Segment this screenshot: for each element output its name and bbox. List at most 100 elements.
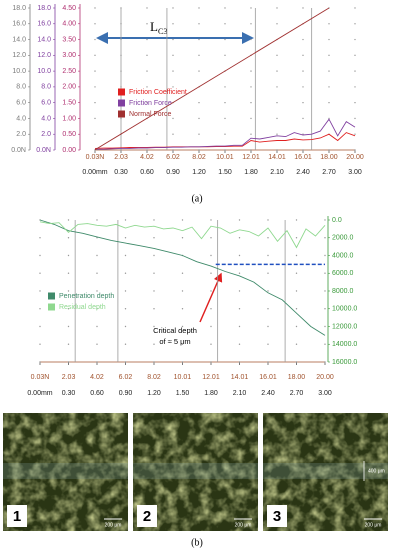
grid-dot	[354, 38, 356, 41]
grid-dot	[67, 237, 70, 239]
x-tick-label: 2.10	[270, 169, 284, 176]
x2-tick-label: 14.01	[268, 154, 286, 161]
legend-label: Penetration depth	[59, 293, 114, 300]
grid-dot	[67, 272, 70, 274]
grid-dot	[172, 54, 174, 57]
y2-tick-label: 18.0	[37, 5, 51, 12]
grid-dot	[238, 290, 241, 292]
x-tick-label: 1.80	[244, 169, 258, 176]
grid-dot	[96, 272, 98, 274]
grid-dot	[324, 325, 326, 328]
x-tick-label: 0.60	[90, 390, 104, 397]
grid-dot	[146, 70, 148, 72]
grid-dot	[153, 237, 155, 239]
series-line	[94, 7, 330, 151]
annotation-line: of ≈ 5 μm	[159, 337, 190, 346]
x-tick-label: 2.40	[261, 390, 275, 397]
x2-tick-label: 18.00	[288, 374, 306, 381]
grid-dot	[198, 101, 200, 104]
annotation-l: L	[150, 19, 158, 34]
x2-tick-label: 6.02	[119, 374, 133, 381]
grid-dot	[181, 361, 184, 363]
legend-swatch	[48, 303, 55, 311]
x2-tick-label: 8.02	[147, 374, 161, 381]
grid-dot	[94, 7, 96, 9]
grid-dot	[354, 149, 356, 151]
grid-dot	[153, 290, 155, 292]
grid-dot	[210, 308, 212, 310]
x-tick-label: 1.20	[147, 390, 161, 397]
grid-dot	[124, 325, 127, 328]
x-tick-label: 3.00	[318, 390, 332, 397]
grid-dot	[146, 149, 148, 151]
x-tick-label: 0.30	[114, 169, 128, 176]
grid-dot	[328, 54, 330, 57]
y-tick-label: 2.0	[16, 131, 26, 138]
y-tick-label: 10000.0	[332, 306, 357, 313]
grid-dot	[324, 361, 326, 363]
x2-tick-label: 10.01	[216, 154, 234, 161]
scale-label: 200 μm	[105, 522, 122, 528]
grid-dot	[250, 23, 252, 25]
grid-dot	[302, 149, 304, 151]
y-tick-label: 12000.0	[332, 323, 357, 330]
grid-dot	[198, 70, 200, 72]
grid-dot	[94, 70, 96, 72]
grid-dot	[276, 54, 278, 57]
grid-dot	[146, 23, 148, 25]
grid-dot	[324, 308, 326, 310]
y2-tick-label: 8.0	[41, 84, 51, 91]
grid-dot	[39, 361, 41, 363]
legend-swatch	[118, 99, 125, 107]
x2-tick-label: 12.01	[242, 154, 260, 161]
grid-dot	[276, 86, 278, 88]
caption: (a)	[191, 193, 202, 204]
x2-tick-label: 0.03N	[86, 154, 105, 161]
y-tick-label: 0.0	[332, 217, 342, 224]
grid-dot	[276, 23, 278, 25]
x2-tick-label: 16.01	[259, 374, 277, 381]
grid-dot	[267, 272, 269, 274]
x2-tick-label: 20.00	[346, 154, 364, 161]
y-tick-label: 2000.0	[332, 235, 354, 242]
x2-tick-label: 6.02	[166, 154, 180, 161]
grid-dot	[267, 219, 269, 221]
grid-dot	[94, 23, 96, 25]
grid-dot	[124, 272, 127, 274]
x-tick-label: 0.90	[119, 390, 133, 397]
grid-dot	[276, 149, 278, 151]
grid-dot	[238, 361, 241, 363]
grid-dot	[354, 133, 356, 135]
y-tick-label: 8.0	[16, 84, 26, 91]
y3-tick-label: 3.00	[62, 52, 76, 59]
grid-dot	[354, 86, 356, 88]
grid-dot	[276, 101, 278, 104]
y2-tick-label: 6.0	[41, 100, 51, 107]
grid-dot	[94, 133, 96, 135]
grid-dot	[354, 7, 356, 9]
grid-dot	[267, 290, 269, 292]
grid-dot	[124, 219, 127, 221]
x2-tick-label: 10.01	[174, 374, 192, 381]
legend-swatch	[118, 88, 125, 96]
x2-tick-label: 12.01	[202, 374, 220, 381]
y3-tick-label: 0.00	[62, 147, 76, 154]
x-tick-label: 1.50	[176, 390, 190, 397]
grid-dot	[198, 117, 200, 120]
grid-dot	[224, 23, 226, 25]
y2-tick-label: 14.0	[37, 36, 51, 43]
grid-dot	[124, 254, 127, 257]
grid-dot	[302, 117, 304, 120]
legend-label: Friction Force	[129, 100, 172, 107]
grid-dot	[302, 70, 304, 72]
grid-dot	[224, 86, 226, 88]
grid-dot	[267, 343, 269, 345]
x-tick-label: 0.00mm	[27, 390, 52, 397]
grid-dot	[124, 237, 127, 239]
y-tick-label: 10.0	[12, 68, 26, 75]
grid-dot	[39, 272, 41, 274]
grid-dot	[210, 343, 212, 345]
grid-dot	[172, 7, 174, 9]
grid-dot	[94, 38, 96, 41]
grid-dot	[295, 254, 298, 257]
